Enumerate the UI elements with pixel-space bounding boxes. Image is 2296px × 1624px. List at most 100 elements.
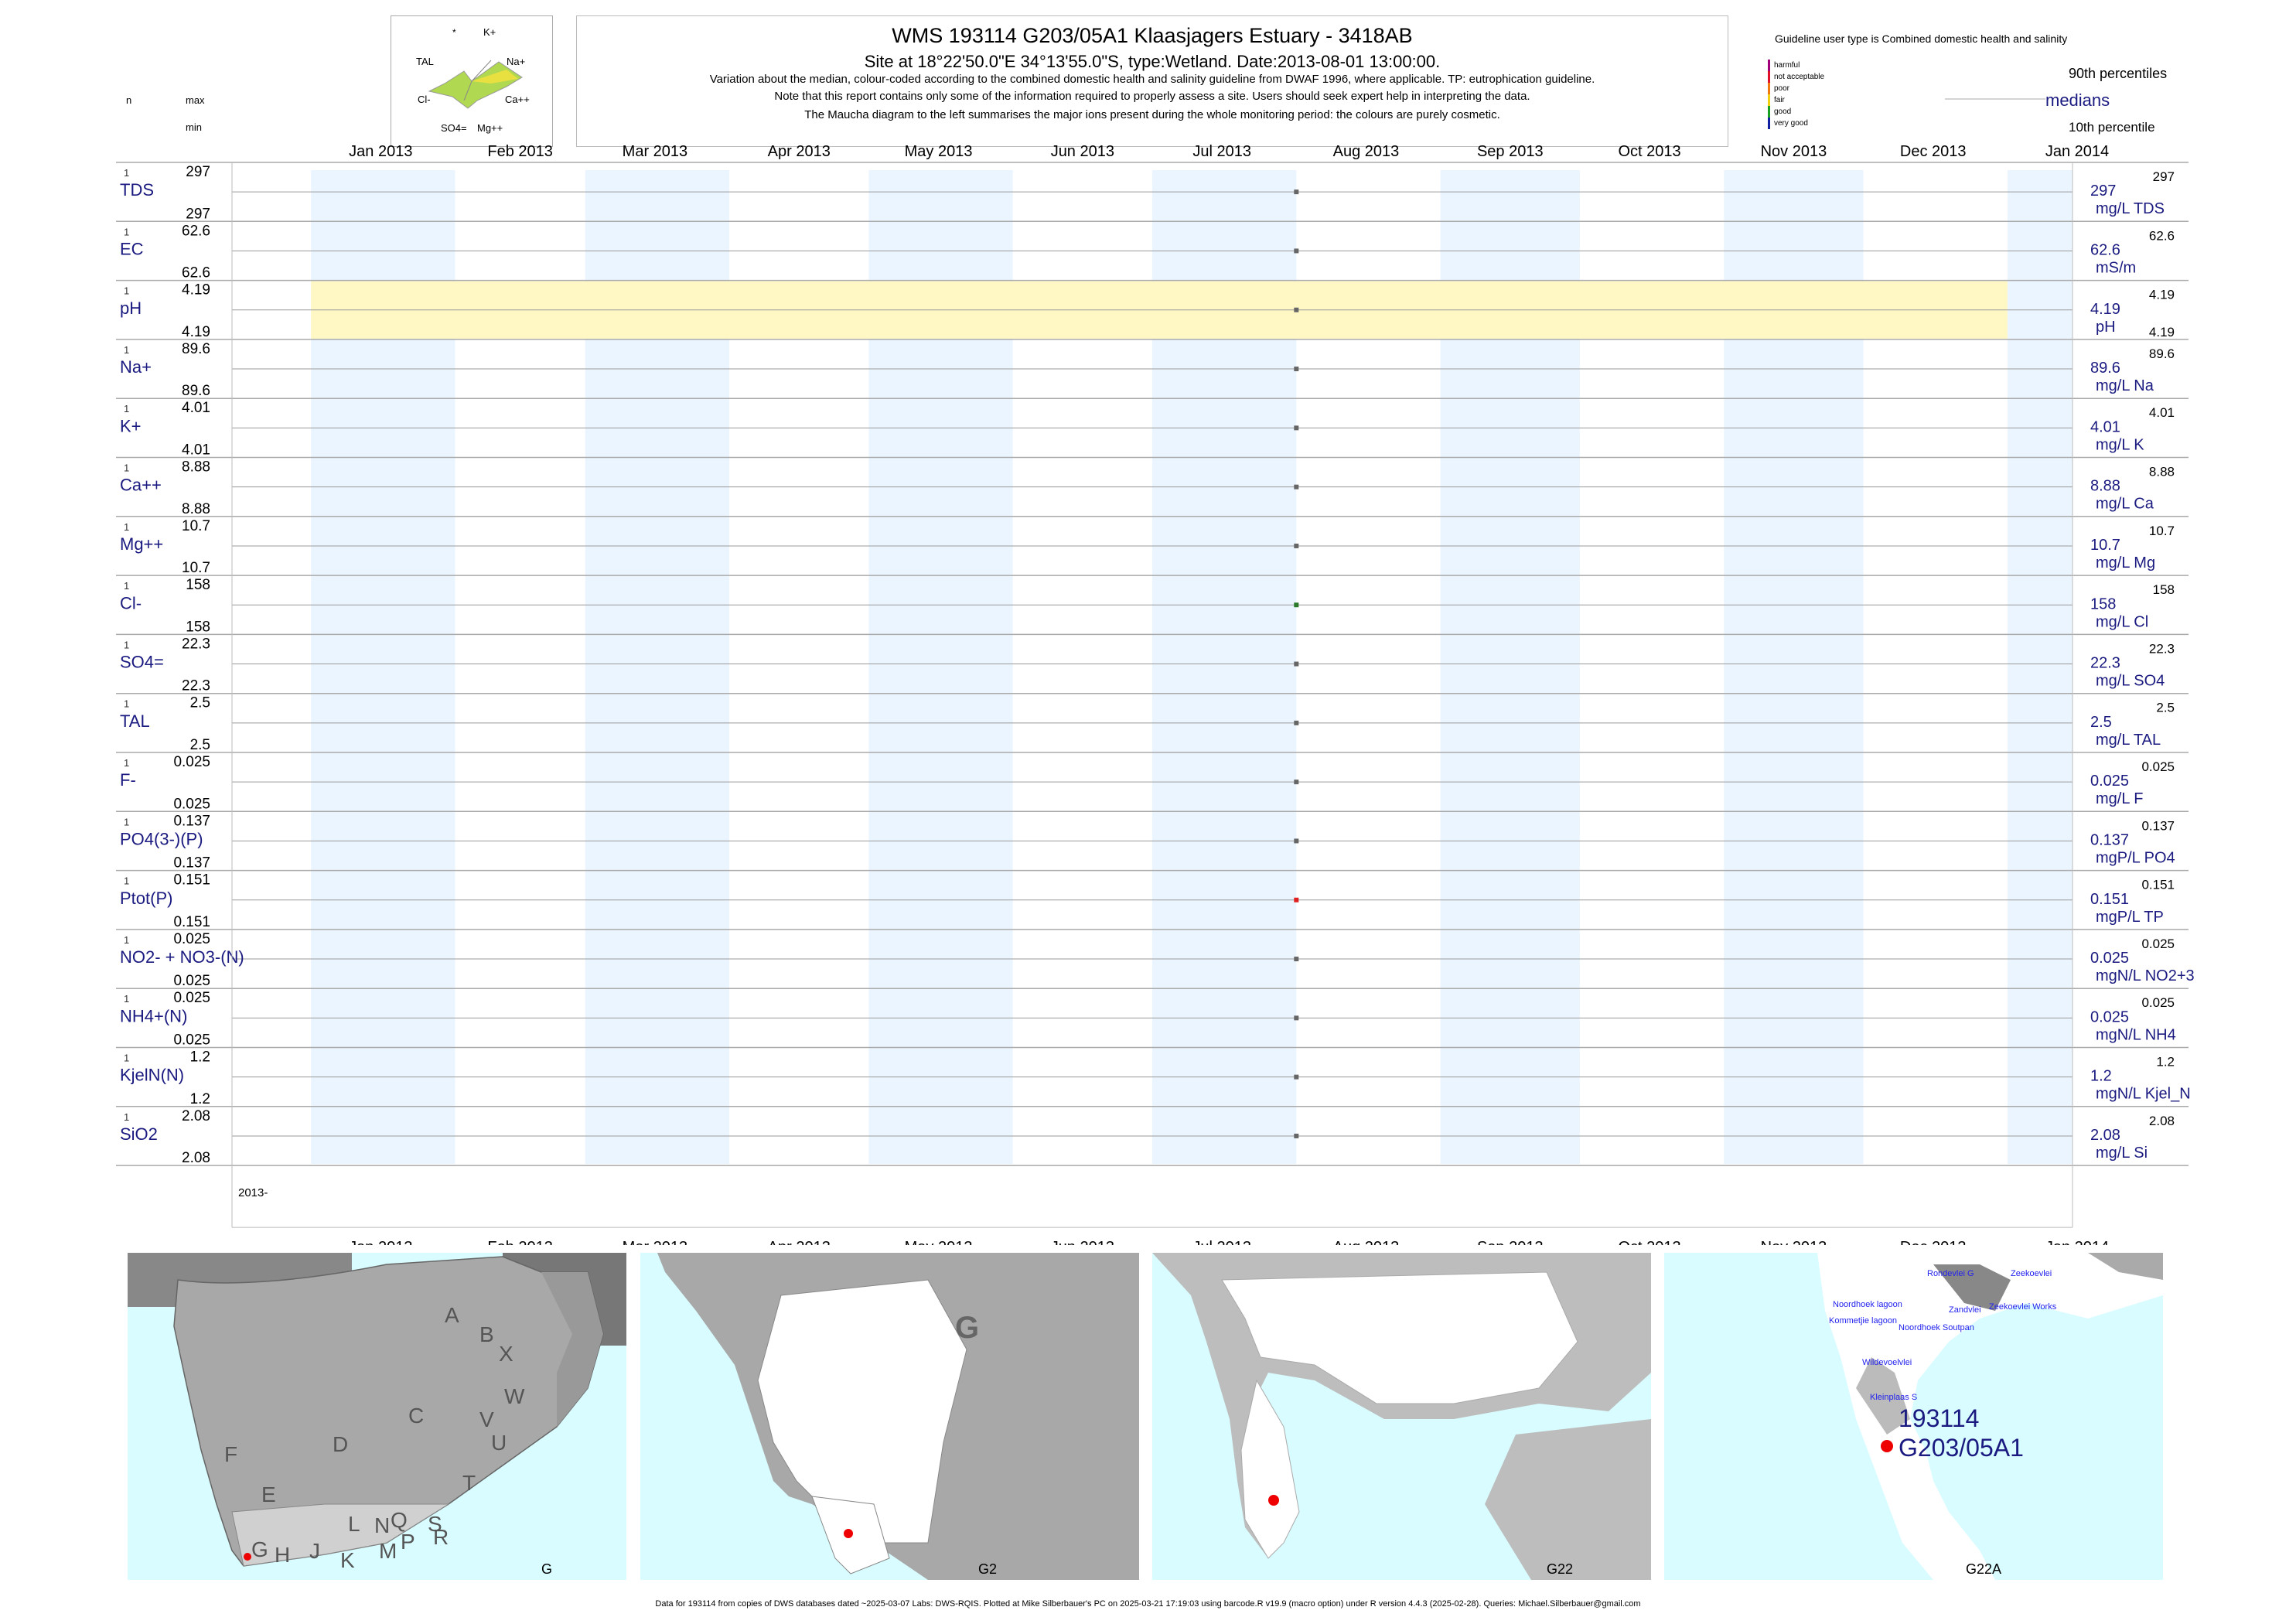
series-max: 4.19 <box>182 282 210 299</box>
x-tick-label-bottom: Mar 2013 <box>623 1239 688 1245</box>
series-median-value: 2.5 <box>2090 714 2112 731</box>
series-n: 1 <box>124 1053 129 1064</box>
sample-point <box>1294 602 1299 608</box>
series-unit: mg/L TAL <box>2096 732 2161 749</box>
note-1: Variation about the median, colour-coded… <box>709 73 1595 86</box>
legend-level-label: good <box>1774 107 1791 116</box>
sample-point <box>1294 484 1299 490</box>
series-p90: 4.01 <box>2149 405 2175 420</box>
guideline-legend: harmful not acceptable poor fair good very go… <box>1768 60 1824 129</box>
series-name: TDS <box>120 180 154 200</box>
series-min: 22.3 <box>182 678 210 694</box>
series-max: 0.025 <box>173 990 210 1006</box>
map-region-letter: J <box>309 1539 320 1563</box>
map-region-letter: V <box>479 1407 494 1431</box>
series-name: Mg++ <box>120 534 163 554</box>
legend-median-line <box>1945 98 2045 100</box>
maucha-ion-k: K+ <box>483 26 496 38</box>
sample-point <box>1294 307 1299 312</box>
note-2: Note that this report contains only some… <box>774 90 1530 103</box>
maucha-diagram: * K+ Na+ Ca++ Mg++ SO4= Cl- TAL <box>391 15 553 147</box>
sample-point <box>1294 780 1299 785</box>
x-tick-label-top: Apr 2013 <box>768 143 831 160</box>
series-p90: 89.6 <box>2149 346 2175 361</box>
series-min: 2.08 <box>182 1150 210 1166</box>
g22a-place-7: Noordhoek Soutpan <box>1899 1323 1974 1332</box>
legend-swatch <box>1768 71 1770 83</box>
series-n: 1 <box>124 875 129 887</box>
series-name: EC <box>120 239 144 258</box>
legend-median: medians <box>2045 90 2110 110</box>
series-name: TAL <box>120 711 150 731</box>
series-p90: 0.137 <box>2141 818 2175 833</box>
x-tick-label-top: Sep 2013 <box>1477 143 1544 160</box>
sample-point <box>1294 661 1299 667</box>
series-p90: 158 <box>2153 582 2175 597</box>
series-min: 158 <box>186 619 210 635</box>
sample-point <box>1294 248 1299 254</box>
sample-point <box>1294 897 1299 902</box>
series-n: 1 <box>124 285 129 297</box>
series-max: 8.88 <box>182 459 210 476</box>
map-region-letter: X <box>499 1342 513 1366</box>
legend-swatch <box>1768 60 1770 71</box>
maucha-ion-ca: Ca++ <box>505 94 530 105</box>
series-p10: 4.19 <box>2149 325 2175 339</box>
series-n: 1 <box>124 403 129 415</box>
maucha-ion-mg: Mg++ <box>477 122 503 134</box>
map-region-letter: N <box>374 1513 390 1537</box>
series-p90: 0.025 <box>2141 759 2175 774</box>
series-p90: 1.2 <box>2156 1055 2175 1070</box>
header-max: max <box>186 94 205 106</box>
series-name: F- <box>120 770 136 790</box>
legend-swatch <box>1768 106 1770 118</box>
series-unit: mg/L K <box>2096 436 2144 453</box>
series-p90: 62.6 <box>2149 228 2175 243</box>
series-unit: mS/m <box>2096 259 2136 276</box>
x-tick-label-top: Jul 2013 <box>1192 143 1251 160</box>
sample-point <box>1294 425 1299 431</box>
maucha-ion-tal: TAL <box>416 56 434 67</box>
x-tick-label-top: Oct 2013 <box>1618 143 1680 160</box>
g22a-place-9: Kleinplaas S <box>1870 1393 1917 1402</box>
sample-point <box>1294 1015 1299 1021</box>
x-tick-label-bottom: Jan 2014 <box>2045 1239 2109 1245</box>
sample-point <box>1294 543 1299 548</box>
series-min: 2.5 <box>190 737 210 753</box>
sample-point <box>1294 720 1299 725</box>
series-max: 0.137 <box>173 813 210 829</box>
series-n: 1 <box>124 757 129 769</box>
map-panel-g22a: Rondevlei G Zeekoevlei Zandvlei Zeekoevl… <box>1664 1253 2163 1580</box>
series-n: 1 <box>124 521 129 533</box>
series-median-value: 2.08 <box>2090 1127 2120 1144</box>
series-max: 1.2 <box>190 1049 210 1066</box>
header-min: min <box>186 121 202 133</box>
series-median-value: 0.025 <box>2090 773 2129 790</box>
series-n: 1 <box>124 816 129 827</box>
month-band <box>2007 170 2073 1165</box>
series-median-value: 22.3 <box>2090 655 2120 672</box>
series-name: Na+ <box>120 357 152 377</box>
report-title: WMS 193114 G203/05A1 Klaasjagers Estuary… <box>892 24 1413 47</box>
map-region-letter: G <box>251 1537 268 1561</box>
map-panel-g22: G22 <box>1152 1253 1651 1580</box>
series-min: 8.88 <box>182 501 210 517</box>
map-caption-g22: G22 <box>1547 1561 1573 1577</box>
footer-text: Data for 193114 from copies of DWS datab… <box>655 1599 1641 1609</box>
map-region-letter: K <box>340 1548 355 1572</box>
series-unit: mg/L Mg <box>2096 554 2155 571</box>
g22a-place-1: Rondevlei G <box>1927 1269 1974 1278</box>
header-n: n <box>126 94 132 106</box>
series-min: 1.2 <box>190 1091 210 1107</box>
series-p90: 0.151 <box>2141 878 2175 892</box>
maucha-ion-so4: SO4= <box>441 122 467 134</box>
series-median-value: 4.19 <box>2090 301 2120 318</box>
legend-level-label: harmful <box>1774 61 1800 70</box>
series-p90: 10.7 <box>2149 524 2175 538</box>
series-p90: 297 <box>2153 169 2175 184</box>
x-tick-label-bottom: Jan 2013 <box>349 1239 412 1245</box>
series-median-value: 158 <box>2090 595 2116 612</box>
series-median-value: 0.137 <box>2090 831 2129 848</box>
legend-swatch <box>1768 118 1770 129</box>
